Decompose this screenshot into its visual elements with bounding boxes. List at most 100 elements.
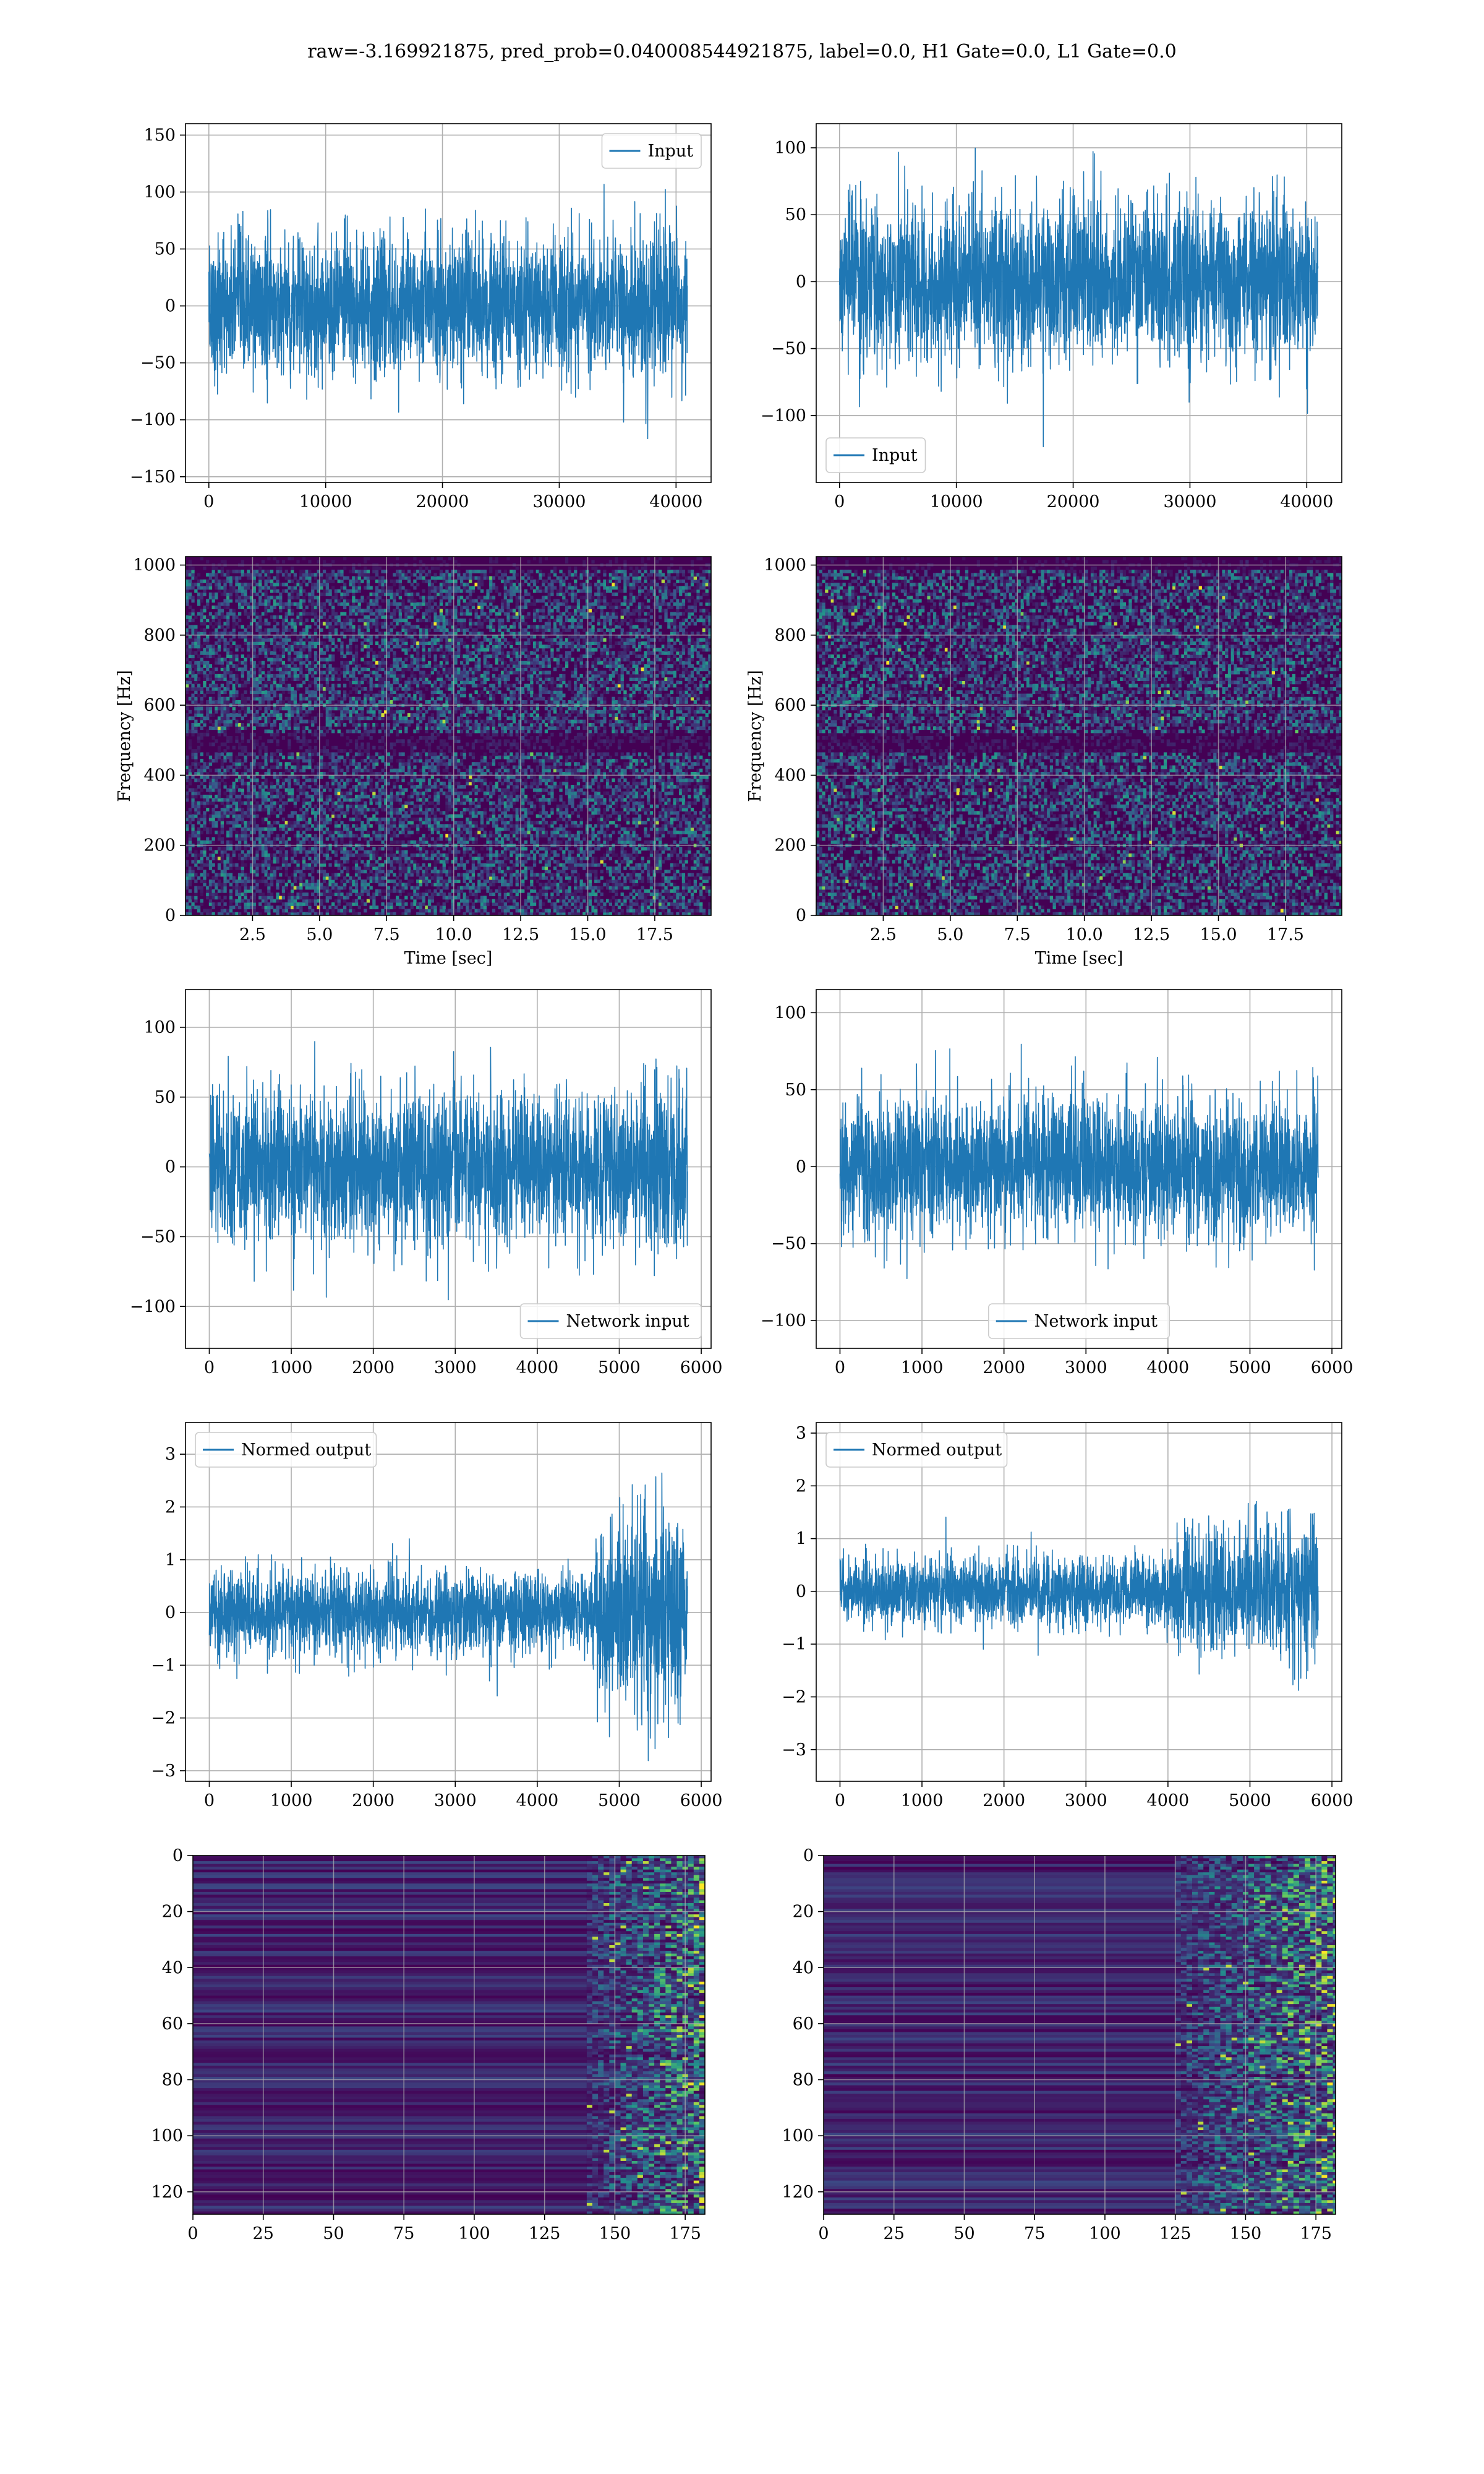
- spectrogram-cell: [188, 870, 192, 874]
- spectrogram-cell: [255, 880, 259, 883]
- spectrogram-cell: [699, 794, 703, 798]
- spectrogram-cell: [276, 905, 279, 910]
- spectrogram-cell: [501, 905, 505, 910]
- spectrogram-cell: [186, 886, 189, 890]
- spectrogram-cell: [530, 857, 534, 860]
- spectrogram-cell: [623, 840, 627, 844]
- spectrogram-cell: [489, 834, 493, 838]
- spectrogram-cell: [206, 840, 210, 844]
- spectrogram-cell: [267, 866, 271, 870]
- spectrogram-cell: [454, 889, 458, 893]
- spectrogram-cell: [422, 775, 425, 779]
- spectrogram-cell: [471, 768, 475, 773]
- spectrogram-cell: [454, 808, 458, 811]
- spectrogram-cell: [396, 772, 399, 776]
- spectrogram-cell: [676, 778, 680, 782]
- spectrogram-cell: [398, 853, 402, 857]
- spectrogram-cell: [296, 821, 300, 824]
- spectrogram-cell: [544, 866, 548, 870]
- spectrogram-cell: [235, 808, 239, 811]
- spectrogram-cell: [486, 912, 490, 915]
- spectrogram-cell: [427, 873, 432, 877]
- spectrogram-cell: [305, 880, 309, 883]
- spectrogram-cell: [620, 909, 624, 913]
- spectrogram-cell: [206, 873, 210, 877]
- spectrogram-cell: [501, 837, 505, 841]
- spectrogram-cell: [337, 827, 341, 831]
- spectrogram-cell: [247, 811, 250, 815]
- spectrogram-cell: [442, 824, 446, 828]
- spectrogram-cell: [512, 902, 516, 906]
- spectrogram-cell: [249, 814, 254, 818]
- spectrogram-cell: [325, 876, 329, 880]
- spectrogram-cell: [422, 876, 425, 880]
- spectrogram-cell: [343, 909, 347, 913]
- spectrogram-cell: [364, 886, 367, 890]
- spectrogram-cell: [235, 817, 239, 821]
- spectrogram-cell: [673, 804, 676, 808]
- spectrogram-cell: [398, 892, 402, 896]
- spectrogram-cell: [448, 837, 452, 841]
- spectrogram-cell: [445, 824, 449, 828]
- spectrogram-cell: [249, 778, 254, 782]
- spectrogram-cell: [305, 814, 309, 818]
- spectrogram-cell: [688, 889, 691, 893]
- spectrogram-cell: [547, 912, 551, 915]
- spectrogram-cell: [515, 817, 519, 821]
- spectrogram-cell: [518, 794, 522, 798]
- spectrogram-cell: [270, 880, 274, 883]
- spectrogram-cell: [430, 772, 434, 776]
- spectrogram-cell: [553, 905, 557, 910]
- spectrogram-cell: [425, 821, 429, 824]
- spectrogram-cell: [401, 768, 405, 773]
- spectrogram-cell: [681, 798, 686, 802]
- spectrogram-cell: [422, 798, 425, 802]
- spectrogram-cell: [510, 847, 513, 851]
- spectrogram-cell: [267, 886, 271, 890]
- spectrogram-cell: [217, 781, 221, 785]
- spectrogram-cell: [433, 798, 437, 802]
- spectrogram-cell: [532, 804, 537, 808]
- spectrogram-cell: [244, 775, 247, 779]
- spectrogram-cell: [608, 814, 612, 818]
- spectrogram-cell: [328, 788, 332, 792]
- spectrogram-cell: [322, 870, 326, 874]
- spectrogram-cell: [433, 912, 437, 915]
- spectrogram-cell: [416, 804, 420, 808]
- spectrogram-cell: [544, 778, 548, 782]
- spectrogram-cell: [542, 808, 545, 811]
- spectrogram-cell: [352, 804, 356, 808]
- spectrogram-cell: [524, 912, 528, 915]
- spectrogram-cell: [226, 880, 230, 883]
- spectrogram-cell: [404, 883, 408, 887]
- spectrogram-cell: [375, 794, 379, 798]
- spectrogram-cell: [553, 866, 557, 870]
- spectrogram-cell: [244, 892, 247, 896]
- spectrogram-cell: [293, 870, 297, 874]
- spectrogram-cell: [343, 853, 347, 857]
- spectrogram-cell: [191, 834, 195, 838]
- spectrogram-cell: [425, 808, 429, 811]
- spectrogram-cell: [208, 863, 213, 867]
- spectrogram-cell: [708, 912, 711, 915]
- spectrogram-cell: [331, 804, 335, 808]
- spectrogram-cell: [585, 850, 589, 854]
- spectrogram-cell: [320, 775, 323, 779]
- spectrogram-cell: [208, 853, 213, 857]
- spectrogram-cell: [574, 821, 578, 824]
- spectrogram-cell: [518, 857, 522, 860]
- spectrogram-cell: [615, 794, 618, 798]
- spectrogram-cell: [313, 912, 318, 915]
- spectrogram-cell: [357, 837, 361, 841]
- spectrogram-cell: [215, 883, 218, 887]
- spectrogram-cell: [375, 830, 379, 834]
- spectrogram-cell: [261, 880, 265, 883]
- spectrogram-cell: [208, 768, 213, 773]
- spectrogram-cell: [492, 814, 496, 818]
- spectrogram-cell: [390, 866, 393, 870]
- spectrogram-cell: [284, 870, 288, 874]
- spectrogram-cell: [655, 850, 659, 854]
- spectrogram-cell: [539, 873, 542, 877]
- spectrogram-cell: [579, 863, 583, 867]
- spectrogram-cell: [620, 827, 624, 831]
